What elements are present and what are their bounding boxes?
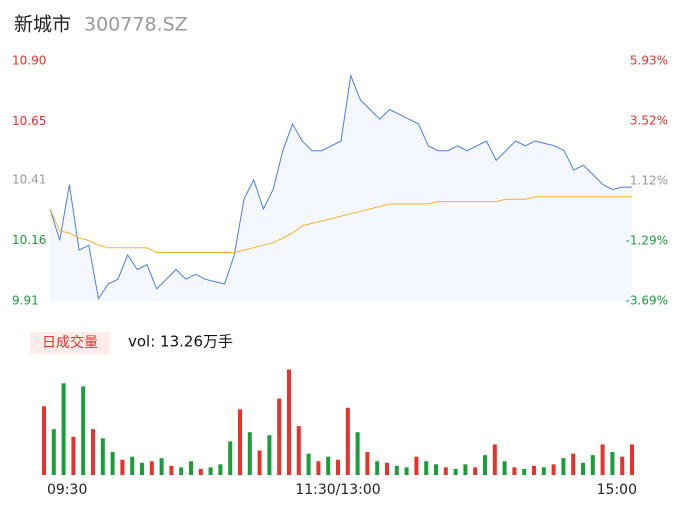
volume-bar [551, 464, 556, 475]
volume-bar [590, 455, 595, 475]
volume-bar [81, 386, 86, 475]
y2-tick-label: -3.69% [626, 294, 668, 308]
volume-bar [287, 369, 291, 475]
volume-bar [228, 441, 233, 475]
volume-bar [453, 468, 458, 475]
stock-code: 300778.SZ [84, 14, 188, 36]
volume-bar [492, 444, 497, 475]
volume-bar [610, 452, 615, 475]
volume-bar [277, 398, 282, 475]
volume-bar [159, 458, 164, 475]
x-tick-label: 15:00 [597, 482, 637, 498]
volume-bar [51, 429, 56, 475]
volume-bar [100, 438, 105, 475]
volume-bar [71, 436, 76, 475]
volume-bar [91, 429, 95, 475]
chart-title: 新城市 [14, 14, 71, 36]
volume-text: vol: 13.26万手 [128, 333, 233, 351]
volume-bar [247, 432, 252, 475]
volume-bar [434, 464, 438, 475]
volume-bar [169, 465, 174, 475]
volume-bar [257, 450, 262, 475]
volume-bar [424, 461, 429, 475]
volume-bar [483, 455, 487, 475]
y2-tick-label: 1.12% [630, 174, 668, 188]
volume-bar [218, 464, 223, 475]
volume-bar [198, 468, 203, 475]
volume-bar [238, 409, 242, 475]
volume-bar [443, 467, 448, 475]
y2-tick-label: -1.29% [626, 234, 668, 248]
volume-bar [571, 453, 576, 475]
volume-bar [414, 456, 419, 475]
volume-bar [522, 468, 527, 475]
volume-bar [345, 407, 350, 475]
volume-bar [630, 444, 634, 475]
volume-bar [600, 444, 605, 475]
volume-bar [512, 467, 517, 475]
x-tick-label: 11:30/13:00 [295, 482, 380, 498]
volume-bar [316, 461, 321, 475]
volume-bar [404, 467, 409, 475]
average-line [49, 196, 632, 253]
volume-bar [296, 426, 301, 475]
volume-bar [463, 464, 468, 475]
volume-bar [473, 467, 478, 475]
x-tick-label: 09:30 [47, 482, 87, 498]
y-tick-label: 10.65 [12, 114, 46, 128]
y2-tick-label: 5.93% [630, 54, 668, 68]
volume-bar [336, 459, 340, 475]
volume-bar [189, 461, 193, 475]
price-area [50, 75, 632, 301]
y-tick-label: 10.41 [12, 172, 46, 186]
volume-bar [61, 383, 66, 475]
volume-bar [326, 456, 331, 475]
volume-bar [149, 461, 154, 475]
volume-bar [355, 432, 360, 475]
volume-bar [394, 465, 399, 475]
volume-bar [140, 462, 144, 475]
y-tick-label: 10.90 [12, 54, 46, 68]
volume-bar [365, 452, 370, 475]
volume-bar [179, 467, 184, 475]
volume-bar [42, 406, 46, 475]
volume-bar [208, 467, 213, 475]
volume-bar [267, 435, 272, 475]
y-tick-label: 9.91 [12, 294, 39, 308]
volume-bar [541, 467, 546, 475]
volume-bar [375, 461, 380, 475]
volume-bar [581, 462, 585, 475]
volume-bar [502, 461, 507, 475]
volume-bar [306, 453, 311, 475]
volume-badge [30, 332, 110, 354]
volume-bar [130, 456, 135, 475]
volume-bar [532, 465, 536, 475]
volume-label: 日成交量 [42, 334, 98, 351]
volume-bar [561, 458, 566, 475]
y2-tick-label: 3.52% [630, 114, 668, 128]
volume-bar [120, 459, 125, 475]
price-line [49, 73, 632, 300]
volume-bar [110, 452, 115, 475]
y-tick-label: 10.16 [12, 233, 46, 247]
volume-bar [620, 456, 625, 475]
volume-bar [385, 462, 389, 475]
